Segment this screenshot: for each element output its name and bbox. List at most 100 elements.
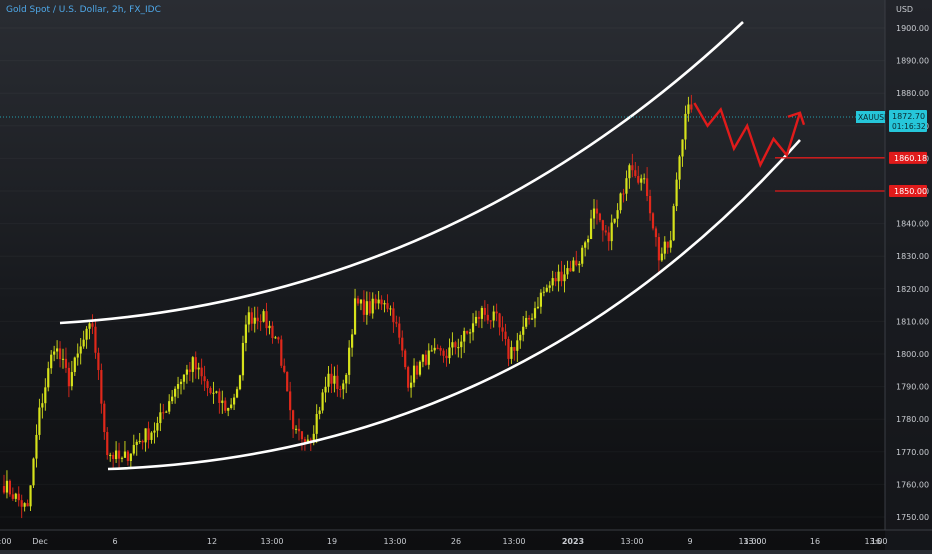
candle-body [41, 403, 44, 408]
candle-body [504, 331, 507, 340]
candle-body [404, 350, 407, 368]
candle-body [79, 346, 82, 354]
candle-body [256, 317, 259, 322]
candle-body [112, 454, 115, 460]
candle-body [312, 433, 315, 443]
candle-body [359, 299, 363, 304]
candle-body [289, 391, 292, 411]
candle-body [601, 220, 604, 231]
candle-body [625, 178, 628, 194]
candle-body [283, 365, 286, 372]
time-tick-label: 13:00 [383, 537, 406, 546]
candle-body [410, 382, 413, 388]
candle-body [660, 253, 663, 261]
candle-body [672, 206, 675, 241]
candle-body [345, 374, 348, 384]
candle-body [643, 178, 646, 180]
candle-body [663, 241, 666, 254]
candle-body [377, 299, 380, 304]
candle-body [477, 316, 481, 319]
candle-body [542, 291, 545, 293]
candle-body [268, 325, 271, 329]
time-tick-label: 13:00 [864, 537, 887, 546]
candle-body [88, 323, 91, 329]
candle-body [678, 156, 681, 180]
candle-body [548, 285, 551, 288]
candle-body [203, 376, 206, 382]
candle-body [29, 485, 32, 507]
candle-body [109, 454, 112, 456]
candle-body [589, 218, 593, 239]
candle-body [292, 410, 295, 430]
candle-body [67, 367, 70, 387]
candle-body [380, 299, 383, 305]
candle-body [303, 439, 306, 444]
candle-body [351, 334, 354, 348]
candle-body [274, 337, 277, 339]
candle-body [415, 365, 419, 375]
candle-body [510, 347, 513, 359]
channel-lower-line [107, 139, 801, 471]
candle-body [604, 230, 607, 233]
candle-body [97, 352, 100, 371]
price-scale [885, 0, 932, 550]
candle-body [690, 104, 693, 110]
candle-body [91, 323, 94, 327]
time-tick-label: Dec [32, 537, 47, 546]
price-tick-label: 1760.00 [896, 480, 929, 489]
candle-body [407, 367, 410, 388]
candle-body [386, 303, 389, 309]
candle-body [253, 317, 256, 324]
candle-body [126, 451, 129, 461]
candle-body [100, 370, 103, 404]
currency-label: USD [896, 5, 913, 14]
candle-body [530, 318, 534, 320]
candle-body [206, 381, 209, 388]
candle-body [132, 444, 135, 454]
candle-body [424, 354, 427, 365]
candle-body [356, 298, 360, 304]
candle-body [238, 375, 242, 390]
candle-body [687, 104, 690, 114]
candle-body [247, 312, 250, 325]
level-badge [889, 151, 927, 164]
candle-body [103, 403, 106, 433]
candle-body [58, 348, 62, 360]
candle-body [168, 401, 171, 412]
candle-body [471, 323, 475, 333]
candle-body [533, 308, 537, 319]
candle-body [581, 247, 584, 264]
candle-body [619, 193, 622, 211]
candle-body [135, 441, 138, 445]
candle-body [2, 486, 6, 493]
candle-body [47, 368, 50, 388]
candle-body [280, 339, 283, 366]
time-tick-label: 13:00 [620, 537, 643, 546]
candle-body [315, 414, 318, 434]
candle-body [545, 287, 548, 292]
candle-body [595, 208, 599, 214]
candle-body [117, 450, 121, 459]
time-tick-label: 9 [687, 537, 692, 546]
candle-body [250, 312, 253, 324]
candle-body [383, 303, 386, 305]
candle-body [115, 450, 118, 460]
time-tick-label: 16 [871, 537, 881, 546]
candle-body [528, 317, 531, 320]
candle-body [584, 242, 587, 248]
candle-body [209, 387, 212, 394]
candle-body [23, 503, 26, 507]
price-tick-label: 1780.00 [896, 415, 929, 424]
candle-body [106, 432, 109, 456]
candle-body [73, 357, 76, 373]
candle-body [176, 384, 180, 389]
candle-body [185, 369, 188, 375]
candle-body [675, 179, 678, 207]
candle-body [513, 347, 516, 351]
candle-body [348, 347, 351, 375]
candle-body [522, 326, 525, 335]
candle-body [156, 423, 159, 431]
candle-body [489, 320, 492, 322]
